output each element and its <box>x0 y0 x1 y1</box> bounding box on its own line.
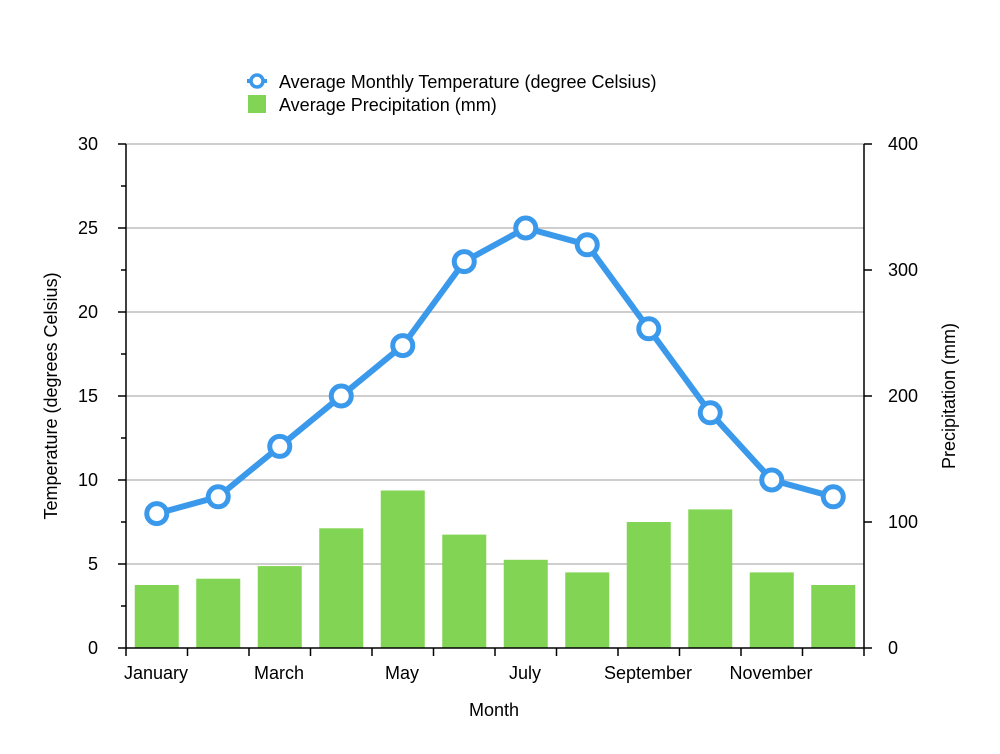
temperature-point-november <box>759 467 785 493</box>
temperature-point-december <box>820 484 846 510</box>
y-axis-title-right: Precipitation (mm) <box>939 323 959 469</box>
y2-tick-label: 100 <box>888 512 918 532</box>
bar-march <box>257 566 302 648</box>
x-tick-label: November <box>729 663 812 683</box>
bar-october <box>688 509 733 648</box>
temperature-point-august <box>574 232 600 258</box>
y-tick-label: 5 <box>88 554 98 574</box>
y2-tick-label: 400 <box>888 134 918 154</box>
x-tick-label: March <box>254 663 304 683</box>
bar-june <box>442 534 487 648</box>
temperature-point-october <box>697 400 723 426</box>
y-tick-label: 15 <box>78 386 98 406</box>
temperature-point-september <box>636 316 662 342</box>
bar-november <box>749 572 794 648</box>
y-axis-title-left: Temperature (degrees Celsius) <box>41 272 61 519</box>
temperature-point-january <box>144 501 170 527</box>
x-tick-label: September <box>604 663 692 683</box>
bar-july <box>503 559 548 648</box>
legend-label-precipitation: Average Precipitation (mm) <box>279 95 497 115</box>
bar-may <box>380 490 425 648</box>
legend-bar-swatch <box>248 95 266 113</box>
x-tick-label: January <box>124 663 188 683</box>
bar-december <box>811 585 856 648</box>
axes <box>118 143 872 656</box>
y-tick-label: 20 <box>78 302 98 322</box>
temperature-series <box>144 215 846 527</box>
temperature-point-april <box>328 383 354 409</box>
bar-february <box>196 578 241 648</box>
temperature-point-july <box>513 215 539 241</box>
bar-january <box>134 585 179 648</box>
y-tick-label: 25 <box>78 218 98 238</box>
bar-september <box>626 522 671 648</box>
y-tick-label: 0 <box>88 638 98 658</box>
y2-tick-label: 200 <box>888 386 918 406</box>
temperature-point-march <box>267 433 293 459</box>
x-tick-label: July <box>509 663 541 683</box>
gridlines <box>126 143 864 565</box>
precipitation-bars <box>134 490 856 648</box>
x-tick-label: May <box>385 663 419 683</box>
y2-tick-label: 0 <box>888 638 898 658</box>
temperature-point-may <box>390 333 416 359</box>
y-tick-label: 10 <box>78 470 98 490</box>
legend-marker-icon <box>249 73 265 89</box>
temperature-point-february <box>205 484 231 510</box>
temperature-point-june <box>451 249 477 275</box>
x-axis-title: Month <box>469 700 519 720</box>
legend-label-temperature: Average Monthly Temperature (degree Cels… <box>279 72 657 92</box>
bar-april <box>319 528 364 648</box>
legend: Average Monthly Temperature (degree Cels… <box>247 72 657 115</box>
temperature-line <box>153 225 837 517</box>
y-tick-label: 30 <box>78 134 98 154</box>
y2-tick-label: 300 <box>888 260 918 280</box>
bar-august <box>565 572 610 648</box>
